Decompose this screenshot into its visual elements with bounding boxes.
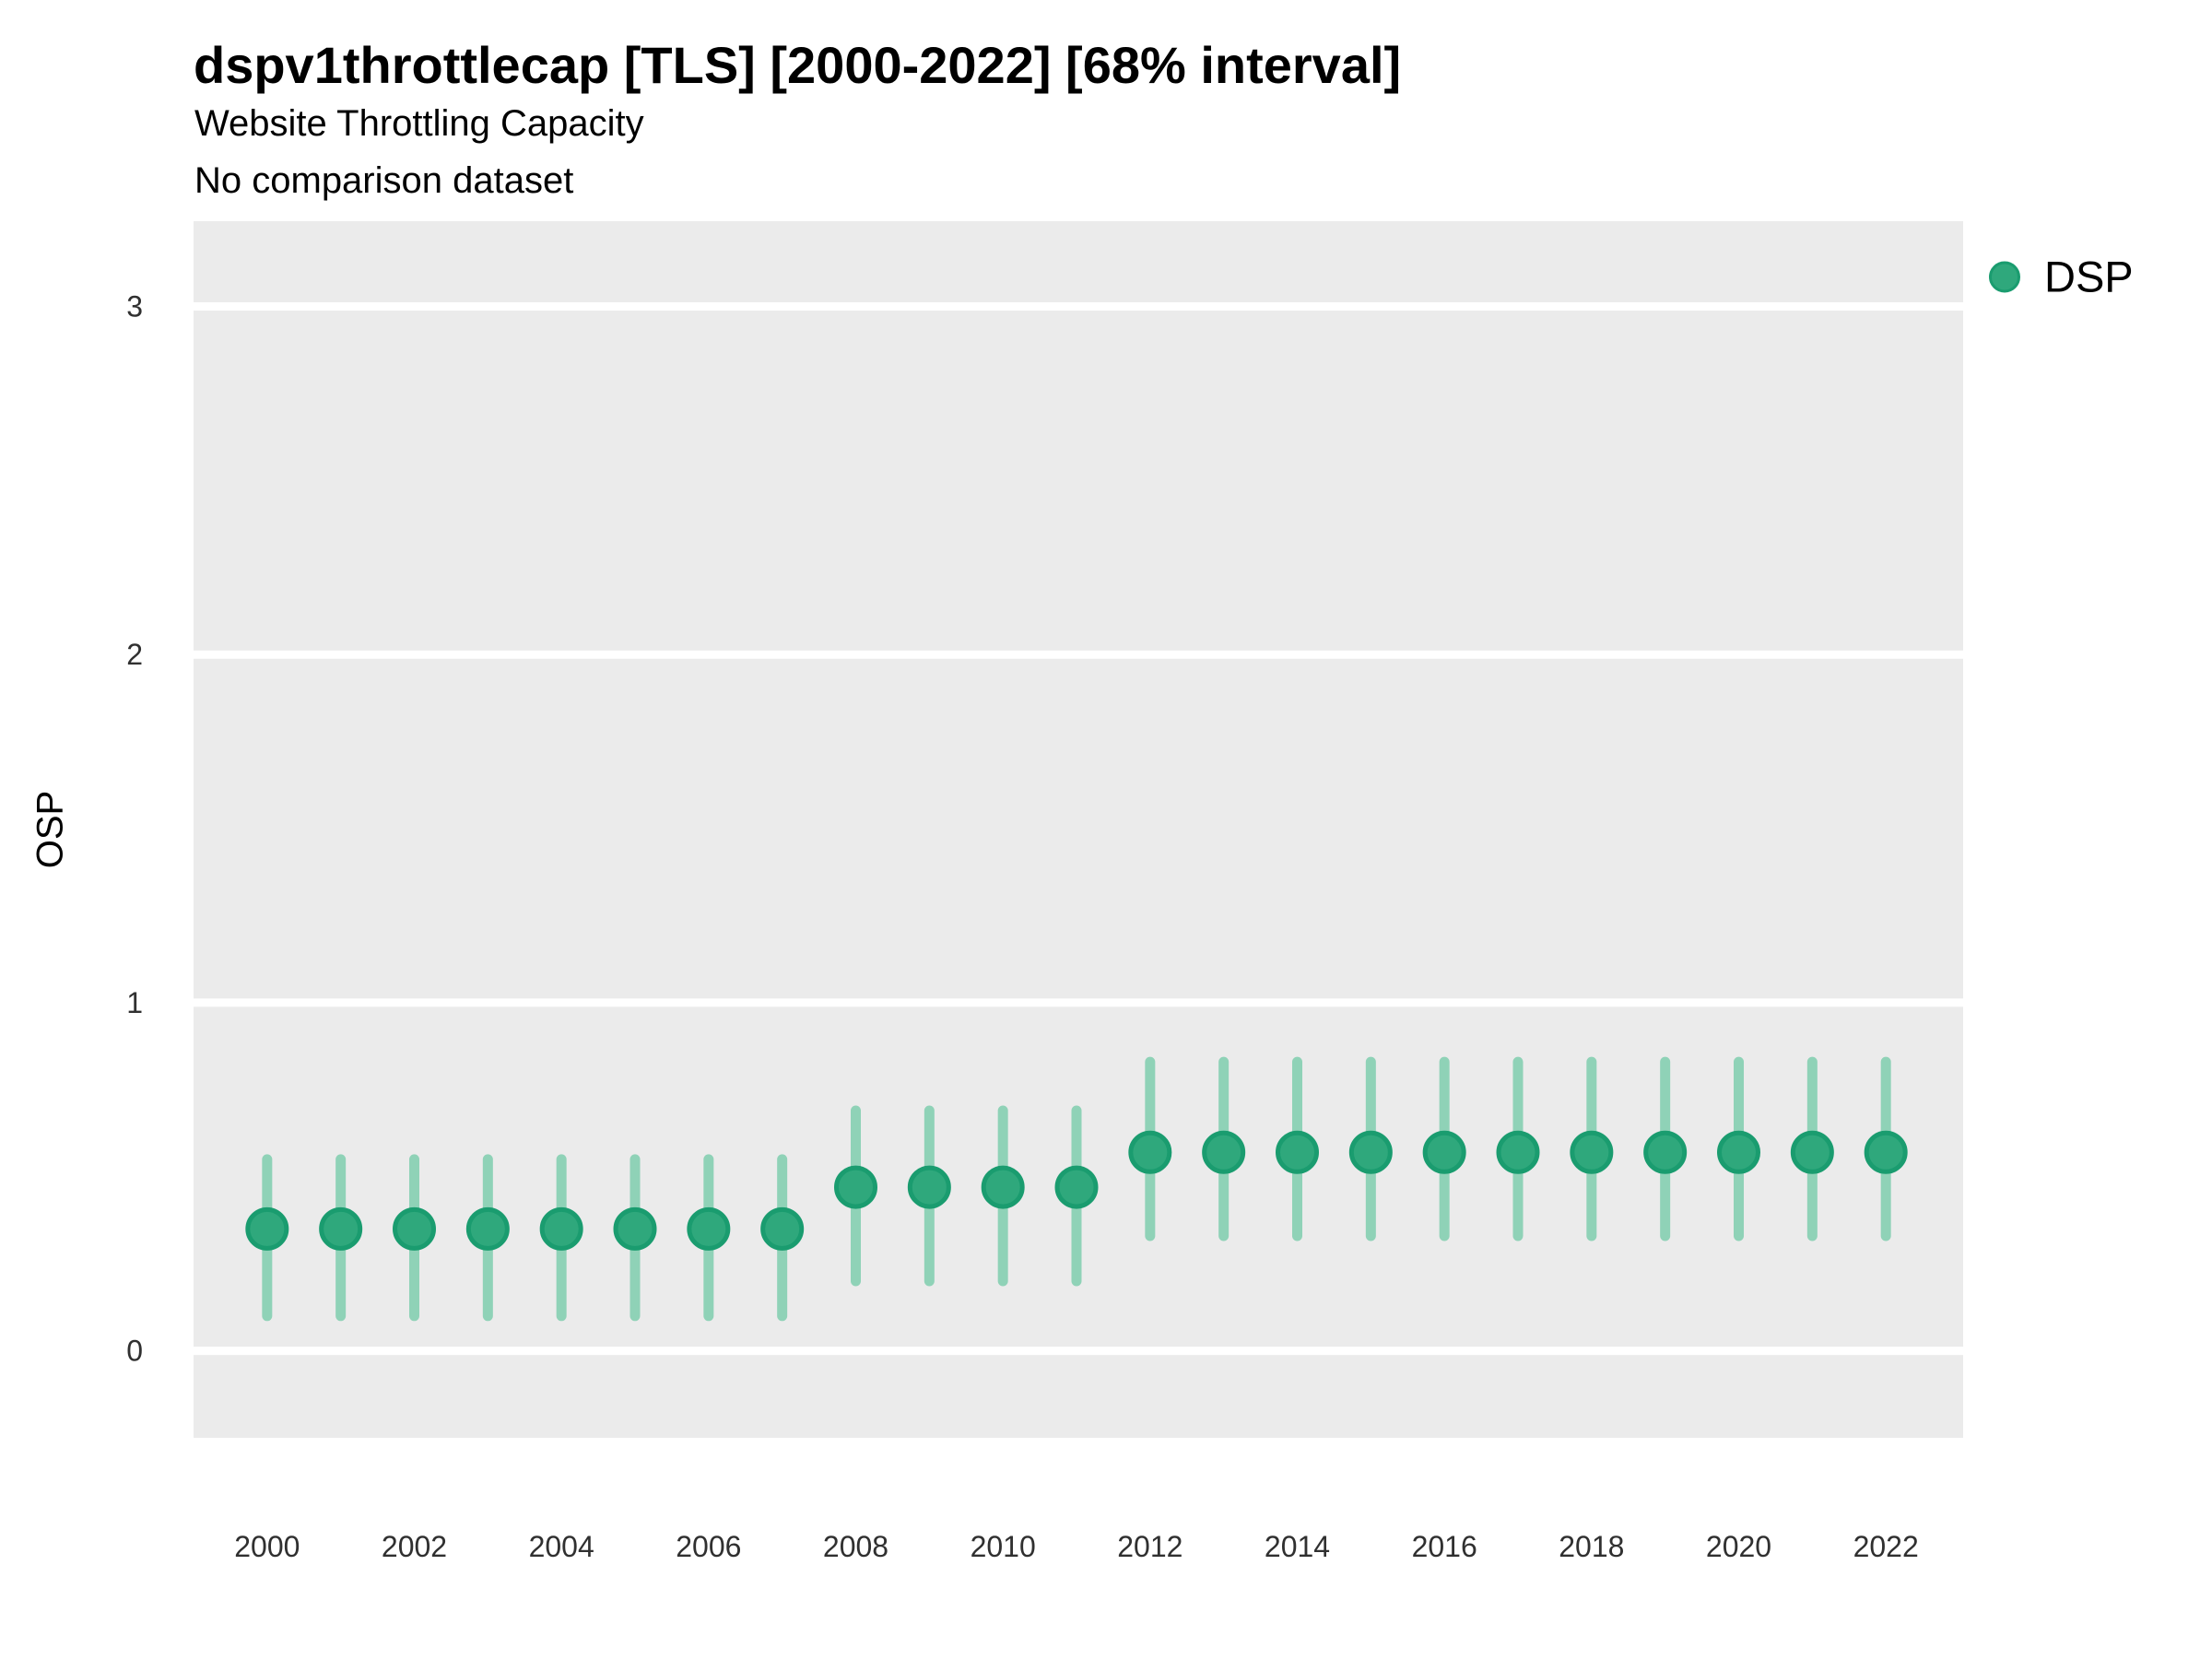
x-tick-label: 2006 [676,1530,741,1563]
point-2001 [319,1206,363,1251]
chart-caption: No comparison dataset [194,160,574,201]
legend-label: DSP [2044,252,2134,301]
x-tick-label: 2004 [529,1530,594,1563]
y-tick-label: 2 [126,638,143,671]
x-tick-label: 2012 [1117,1530,1182,1563]
chart-subtitle: Website Throttling Capacity [194,103,644,144]
point-2022 [1864,1130,1908,1174]
point-2016 [1422,1130,1466,1174]
legend-dot-icon [1989,261,2020,292]
x-tick-label: 2008 [823,1530,888,1563]
point-2015 [1348,1130,1393,1174]
x-tick-label: 2000 [234,1530,300,1563]
x-tick-label: 2002 [382,1530,447,1563]
point-2003 [465,1206,510,1251]
x-tick-label: 2014 [1265,1530,1330,1563]
chart-title: dspv1throttlecap [TLS] [2000-2022] [68% … [194,36,1402,94]
y-tick-label: 1 [126,986,143,1019]
x-tick-label: 2016 [1412,1530,1477,1563]
point-2005 [613,1206,657,1251]
x-tick-label: 2020 [1706,1530,1771,1563]
legend: DSP [1989,252,2134,302]
point-2012 [1128,1130,1172,1174]
point-2018 [1570,1130,1614,1174]
point-2010 [981,1165,1025,1209]
point-2007 [760,1206,805,1251]
point-2020 [1717,1130,1761,1174]
point-2017 [1496,1130,1540,1174]
point-2002 [393,1206,437,1251]
y-tick-label: 0 [126,1335,143,1368]
x-tick-label: 2022 [1853,1530,1919,1563]
point-2006 [687,1206,731,1251]
x-tick-label: 2018 [1559,1530,1624,1563]
point-2000 [245,1206,289,1251]
point-2014 [1276,1130,1320,1174]
point-2011 [1054,1165,1099,1209]
y-tick-label: 3 [126,290,143,324]
point-2013 [1202,1130,1246,1174]
point-2004 [539,1206,583,1251]
point-2019 [1643,1130,1688,1174]
x-tick-label: 2010 [971,1530,1036,1563]
point-2021 [1790,1130,1834,1174]
point-2009 [907,1165,951,1209]
point-2008 [834,1165,878,1209]
